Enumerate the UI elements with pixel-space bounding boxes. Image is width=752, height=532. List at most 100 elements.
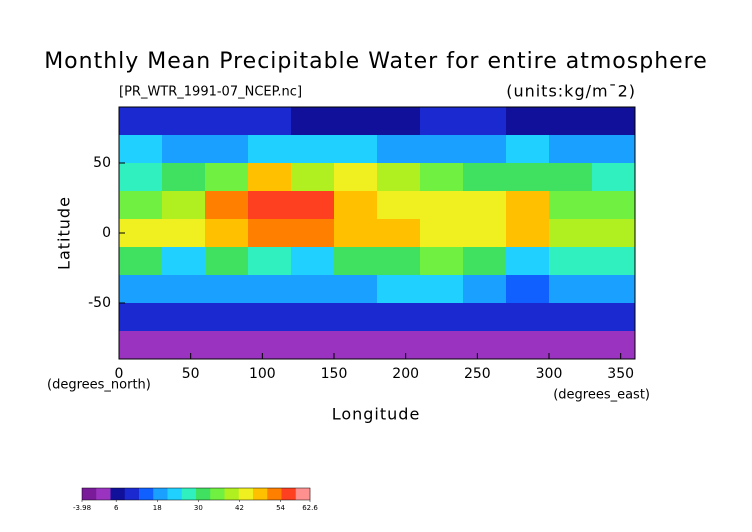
field-cell: [205, 219, 249, 248]
field-cell: [205, 275, 249, 304]
field-cell: [291, 303, 335, 332]
field-cell: [549, 135, 593, 164]
field-cell: [420, 331, 464, 360]
field-cell: [119, 191, 163, 220]
field-cell: [119, 303, 163, 332]
field-cell: [592, 331, 636, 360]
units: (units:kg/m¯2): [506, 82, 636, 101]
field-cell: [205, 191, 249, 220]
field-cell: [248, 191, 292, 220]
field-cell: [506, 275, 550, 304]
colorbar-swatch: [167, 488, 183, 500]
colorbar-tick-label: -3.98: [73, 504, 91, 512]
field-cell: [506, 163, 550, 192]
field-cell: [549, 247, 593, 276]
field-cell: [592, 219, 636, 248]
colorbar-swatch: [181, 488, 197, 500]
field-cell: [248, 303, 292, 332]
field-cell: [248, 247, 292, 276]
colorbar-frame: [81, 487, 311, 501]
field-cell: [162, 219, 206, 248]
field-cell: [205, 135, 249, 164]
field-cell: [463, 163, 507, 192]
field-cell: [592, 107, 636, 136]
field-cell: [463, 275, 507, 304]
field-cell: [420, 247, 464, 276]
field-cell: [248, 275, 292, 304]
field-cell: [420, 219, 464, 248]
colorbar-swatch: [295, 488, 311, 500]
field-cell: [162, 303, 206, 332]
field-cell: [119, 275, 163, 304]
field-cell: [119, 247, 163, 276]
field-cell: [248, 135, 292, 164]
field-cell: [549, 191, 593, 220]
field-cell: [119, 219, 163, 248]
field-cell: [463, 247, 507, 276]
field-cell: [506, 331, 550, 360]
field-cell: [291, 135, 335, 164]
field-cell: [506, 247, 550, 276]
field-cell: [592, 135, 636, 164]
field-cell: [377, 275, 421, 304]
field-cell: [119, 135, 163, 164]
colorbar-tick-label: 42: [235, 504, 244, 512]
field-cell: [162, 191, 206, 220]
field-cell: [506, 303, 550, 332]
field-cell: [549, 219, 593, 248]
colorbar-swatch: [96, 488, 111, 500]
x-tick-label: 50: [182, 366, 200, 382]
field-cell: [463, 303, 507, 332]
colorbar-swatch: [253, 488, 268, 500]
field-cell: [549, 331, 593, 360]
field-cell: [549, 107, 593, 136]
field-cell: [377, 331, 421, 360]
field-cell: [119, 107, 163, 136]
field-cell: [334, 247, 378, 276]
colorbar-swatch: [224, 488, 240, 500]
field-cell: [291, 331, 335, 360]
field-cell: [334, 303, 378, 332]
field-cell: [420, 163, 464, 192]
y-tick-label: 50: [93, 155, 111, 171]
field-cell: [334, 135, 378, 164]
y-tick-label: -50: [88, 295, 111, 311]
field-cell: [205, 247, 249, 276]
field-cell: [506, 219, 550, 248]
field-cell: [506, 135, 550, 164]
colorbar-swatch: [124, 488, 140, 500]
field-cell: [291, 191, 335, 220]
colorbar-swatch: [139, 488, 154, 500]
field-cell: [377, 303, 421, 332]
colorbar-tick-label: 18: [153, 504, 162, 512]
colorbar-swatch: [267, 488, 282, 500]
field-cell: [334, 163, 378, 192]
field-cell: [291, 247, 335, 276]
field-cell: [162, 107, 206, 136]
field-cell: [549, 163, 593, 192]
colorbar-swatch: [196, 488, 211, 500]
field-cell: [334, 191, 378, 220]
field-cell: [463, 331, 507, 360]
subtitle: [PR_WTR_1991-07_NCEP.nc]: [119, 85, 302, 100]
colorbar-swatch: [281, 488, 297, 500]
field-cell: [291, 219, 335, 248]
field-cell: [334, 219, 378, 248]
field-cell: [592, 247, 636, 276]
y-axis-label: Latitude: [55, 196, 74, 270]
field-cell: [420, 135, 464, 164]
x-tick-label: 200: [392, 366, 419, 382]
field-cell: [506, 191, 550, 220]
field-cell: [463, 191, 507, 220]
field-cell: [592, 303, 636, 332]
colorbar-swatch: [110, 488, 126, 500]
field-cell: [377, 163, 421, 192]
y-unit: (degrees_north): [47, 378, 151, 393]
x-tick-label: 0: [115, 366, 124, 382]
field-cell: [463, 107, 507, 136]
field-cell: [291, 107, 335, 136]
x-unit: (degrees_east): [553, 388, 650, 403]
colorbar-tick-label: 54: [276, 504, 285, 512]
field-cell: [291, 163, 335, 192]
